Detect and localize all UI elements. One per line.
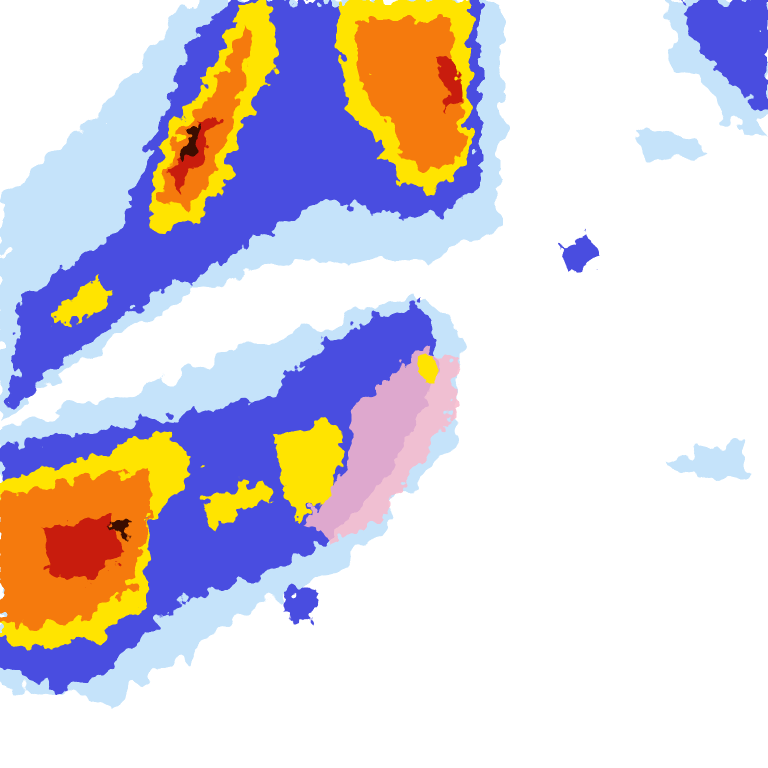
core-echo — [40, 55, 460, 580]
extreme-echo — [110, 125, 200, 540]
mixed-echo — [310, 350, 455, 545]
